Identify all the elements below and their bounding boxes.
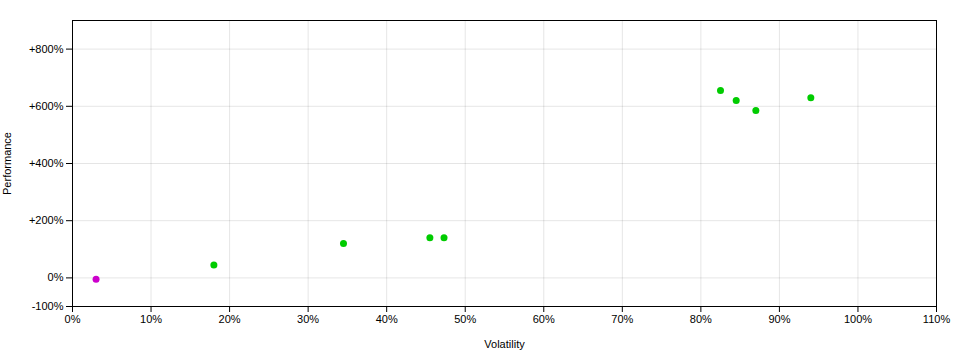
svg-text:+200%: +200% [29, 214, 64, 226]
svg-text:30%: 30% [297, 313, 319, 325]
svg-text:100%: 100% [844, 313, 872, 325]
svg-text:+400%: +400% [29, 157, 64, 169]
svg-text:80%: 80% [690, 313, 712, 325]
svg-text:110%: 110% [923, 313, 951, 325]
svg-text:50%: 50% [454, 313, 476, 325]
svg-text:+600%: +600% [29, 100, 64, 112]
svg-text:+800%: +800% [29, 43, 64, 55]
svg-text:70%: 70% [611, 313, 633, 325]
svg-text:40%: 40% [376, 313, 398, 325]
svg-text:-100%: -100% [32, 300, 64, 312]
svg-text:20%: 20% [219, 313, 241, 325]
svg-text:Volatility: Volatility [484, 338, 525, 350]
svg-text:0%: 0% [48, 271, 64, 283]
svg-text:60%: 60% [533, 313, 555, 325]
svg-text:90%: 90% [768, 313, 790, 325]
svg-text:0%: 0% [65, 313, 81, 325]
svg-text:10%: 10% [140, 313, 162, 325]
svg-text:Performance: Performance [1, 132, 13, 195]
